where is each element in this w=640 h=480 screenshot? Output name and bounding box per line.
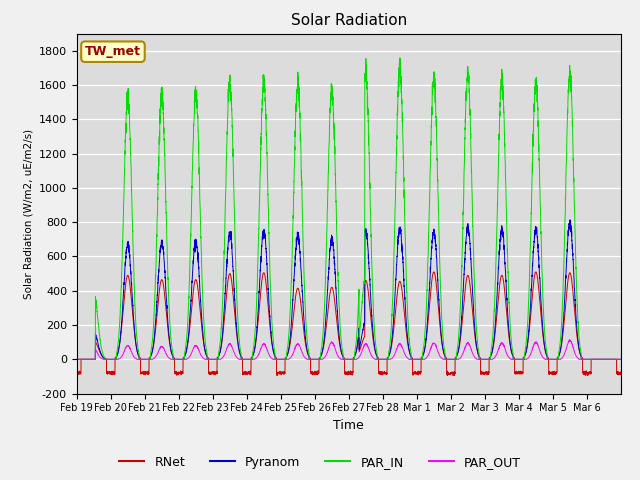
PAR_OUT <box>498 340 506 346</box>
Pyranom <box>398 248 406 253</box>
Line: PAR_OUT: PAR_OUT <box>77 340 621 360</box>
PAR_IN <box>398 108 406 113</box>
Pyranom <box>617 357 625 362</box>
PAR_OUT <box>186 354 193 360</box>
PAR_OUT <box>617 357 625 362</box>
Title: Solar Radiation: Solar Radiation <box>291 13 407 28</box>
Text: TW_met: TW_met <box>85 45 141 58</box>
PAR_IN <box>369 292 377 298</box>
PAR_IN <box>186 274 193 279</box>
PAR_OUT <box>369 355 377 360</box>
PAR_OUT <box>539 354 547 360</box>
PAR_IN <box>498 74 506 80</box>
RNet <box>369 335 377 341</box>
Pyranom <box>186 320 193 326</box>
RNet <box>525 332 532 338</box>
RNet <box>539 332 547 338</box>
RNet <box>617 370 625 375</box>
PAR_OUT <box>525 355 532 360</box>
X-axis label: Time: Time <box>333 419 364 432</box>
Y-axis label: Solar Radiation (W/m2, uE/m2/s): Solar Radiation (W/m2, uE/m2/s) <box>24 129 33 299</box>
RNet <box>73 370 81 375</box>
Line: PAR_IN: PAR_IN <box>77 58 621 360</box>
PAR_OUT <box>566 337 573 343</box>
RNet <box>430 269 438 275</box>
PAR_OUT <box>73 357 81 362</box>
Pyranom <box>566 217 574 223</box>
PAR_IN <box>525 296 532 302</box>
RNet <box>398 288 406 294</box>
Pyranom <box>369 327 377 333</box>
Pyranom <box>73 357 81 362</box>
Line: RNet: RNet <box>77 272 621 376</box>
PAR_IN <box>396 55 404 61</box>
Legend: RNet, Pyranom, PAR_IN, PAR_OUT: RNet, Pyranom, PAR_IN, PAR_OUT <box>115 451 525 474</box>
Pyranom <box>498 228 506 234</box>
PAR_IN <box>539 290 547 296</box>
Line: Pyranom: Pyranom <box>77 220 621 360</box>
PAR_IN <box>73 357 81 362</box>
RNet <box>499 273 506 278</box>
Pyranom <box>539 324 547 329</box>
PAR_OUT <box>398 344 406 349</box>
PAR_IN <box>617 357 625 362</box>
RNet <box>273 373 281 379</box>
Pyranom <box>525 330 532 336</box>
RNet <box>186 327 193 333</box>
